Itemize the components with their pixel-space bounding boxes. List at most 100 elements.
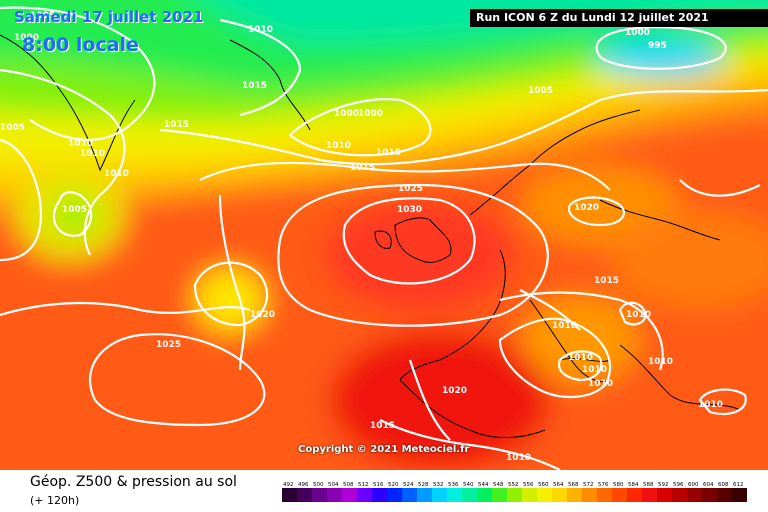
- scale-swatch: [342, 488, 357, 502]
- scale-swatch: [672, 488, 687, 502]
- scale-swatch: [492, 488, 507, 502]
- scale-value-label: 600: [688, 482, 699, 488]
- isobar-label-1020-azores: 1020: [250, 310, 275, 320]
- scale-value-label: 604: [703, 482, 714, 488]
- scale-swatch: [597, 488, 612, 502]
- isobar-label-1010-italy-a: 1010: [568, 353, 593, 363]
- scale-value-label: 560: [538, 482, 549, 488]
- scale-swatch: [522, 488, 537, 502]
- scale-value-label: 528: [418, 482, 429, 488]
- scale-swatch: [462, 488, 477, 502]
- scale-swatch: [432, 488, 447, 502]
- isobar-label-1030-uk: 1030: [397, 205, 422, 215]
- isobar-label-1015-morocco: 1015: [370, 421, 395, 431]
- scale-value-label: 524: [403, 482, 414, 488]
- forecast-date: Samedi 17 juillet 2021: [14, 8, 204, 26]
- color-scale-legend: 492 496 500 504 508 512 516 520 524 528 532 536 540 5…: [282, 482, 747, 502]
- isobar-label-1010-atl-b: 1010: [376, 148, 401, 158]
- scale-value-label: 544: [478, 482, 489, 488]
- scale-value-label: 508: [343, 482, 354, 488]
- isobar-label-1025-north: 1025: [398, 184, 423, 194]
- isobar-labels: 1000 1010 1005 1015 1005 1015 1010 1010 …: [0, 11, 723, 463]
- isobar-label-1000-atl-a: 1000: [334, 109, 359, 119]
- isobar-label-1005-low: 1005: [62, 205, 87, 215]
- isobar-label-1010-atl-a: 1010: [326, 141, 351, 151]
- chart-title: Géop. Z500 & pression au sol: [30, 474, 237, 490]
- isobar-label-1010-greece-b: 1010: [698, 400, 723, 410]
- isobar-label-1015-europe: 1015: [594, 276, 619, 286]
- isobar-label-1005-northsea: 1005: [528, 86, 553, 96]
- scale-swatch: [282, 488, 297, 502]
- scale-swatch: [732, 488, 747, 502]
- scale-swatch: [702, 488, 717, 502]
- isobar-label-1015-atl: 1015: [350, 163, 375, 173]
- isobar-label-1010-balkans: 1010: [626, 310, 651, 320]
- scale-swatch: [537, 488, 552, 502]
- isobar-label-1025-atlantic: 1025: [156, 340, 181, 350]
- isobar-label-1005-west: 1005: [0, 123, 25, 133]
- scale-swatch: [312, 488, 327, 502]
- geopotential-field: [0, 0, 768, 470]
- scale-value-label: 572: [583, 482, 594, 488]
- isobar-label-1010-a: 1010: [68, 139, 93, 149]
- scale-swatch: [477, 488, 492, 502]
- scale-swatch: [567, 488, 582, 502]
- scale-swatch: [657, 488, 672, 502]
- scale-value-label: 596: [673, 482, 684, 488]
- isobar-label-1000-atl-b: 1000: [358, 109, 383, 119]
- isobar-label-1010-alps: 1010: [552, 321, 577, 331]
- scale-swatch: [582, 488, 597, 502]
- scale-swatch: [357, 488, 372, 502]
- isobar-label-1005-greenland: 1005: [30, 11, 55, 21]
- scale-value-label: 512: [358, 482, 369, 488]
- scale-swatch: [552, 488, 567, 502]
- scale-swatch: [687, 488, 702, 502]
- isobar-label-1000-scand: 1000: [625, 28, 650, 38]
- scale-swatch: [612, 488, 627, 502]
- scale-value-label: 500: [313, 482, 324, 488]
- pressure-map: 1000 1010 1005 1015 1005 1015 1010 1010 …: [0, 0, 768, 470]
- scale-value-label: 520: [388, 482, 399, 488]
- scale-swatch: [417, 488, 432, 502]
- isobar-label-995-scand: 995: [648, 41, 667, 51]
- scale-value-label: 548: [493, 482, 504, 488]
- scale-swatch: [507, 488, 522, 502]
- scale-value-label: 556: [523, 482, 534, 488]
- scale-swatch: [327, 488, 342, 502]
- isobar-label-1010-b: 1010: [80, 149, 105, 159]
- isobar-label-1020-iberia: 1020: [442, 386, 467, 396]
- scale-value-label: 516: [373, 482, 384, 488]
- scale-value-label: 608: [718, 482, 729, 488]
- forecast-lead-time: (+ 120h): [30, 494, 80, 507]
- scale-value-label: 564: [553, 482, 564, 488]
- isobar-label-1010-italy-b: 1010: [582, 365, 607, 375]
- isobar-label-1020-baltic: 1020: [574, 203, 599, 213]
- isobars: [0, 6, 768, 470]
- scale-value-label: 496: [298, 482, 309, 488]
- isobar-label-1010-africa: 1010: [506, 453, 531, 463]
- scale-value-label: 592: [658, 482, 669, 488]
- scale-value-label: 584: [628, 482, 639, 488]
- scale-value-label: 588: [643, 482, 654, 488]
- scale-swatch: [447, 488, 462, 502]
- scale-value-label: 536: [448, 482, 459, 488]
- scale-swatch: [297, 488, 312, 502]
- isobar-label-1000-nw: 1000: [14, 33, 39, 43]
- isobar-label-1010-italy-c: 1010: [588, 379, 613, 389]
- scale-value-label: 504: [328, 482, 339, 488]
- scale-swatch: [717, 488, 732, 502]
- scale-swatch: [402, 488, 417, 502]
- scale-value-label: 568: [568, 482, 579, 488]
- isobar-label-1015-west: 1015: [164, 120, 189, 130]
- isobar-label-1010-greece-a: 1010: [648, 357, 673, 367]
- scale-value-label: 612: [733, 482, 744, 488]
- model-run-info: Run ICON 6 Z du Lundi 12 juillet 2021: [470, 9, 768, 27]
- coastlines: [0, 34, 741, 438]
- scale-swatch: [627, 488, 642, 502]
- scale-swatch: [642, 488, 657, 502]
- scale-value-label: 580: [613, 482, 624, 488]
- isobar-label-1010-north: 1010: [248, 25, 273, 35]
- scale-swatch: [372, 488, 387, 502]
- isobar-label-1015-greenland: 1015: [242, 81, 267, 91]
